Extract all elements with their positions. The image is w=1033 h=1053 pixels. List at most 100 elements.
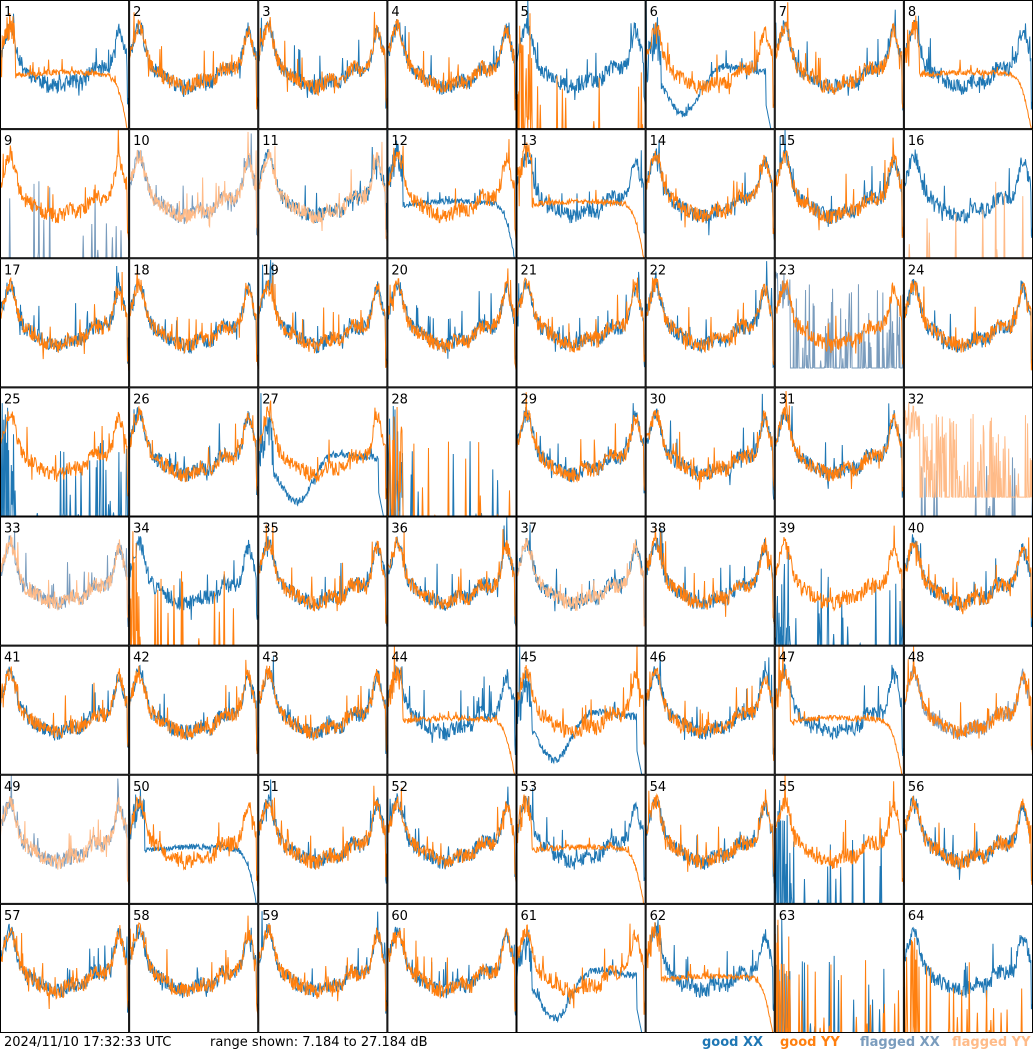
panel-label: 18 bbox=[133, 263, 150, 278]
panel-21: 21 bbox=[516, 258, 646, 388]
panel-border bbox=[516, 258, 646, 388]
panel-border bbox=[0, 774, 130, 904]
panel-border bbox=[516, 645, 646, 775]
panel-label: 11 bbox=[262, 134, 279, 149]
panel-label: 20 bbox=[391, 263, 408, 278]
panel-label: 29 bbox=[521, 392, 538, 407]
panel-10: 10 bbox=[129, 129, 259, 259]
panel-label: 17 bbox=[4, 263, 21, 278]
series-29-yy-good bbox=[516, 392, 646, 491]
panel-border bbox=[0, 903, 130, 1033]
panel-42: 42 bbox=[129, 645, 259, 775]
panel-border bbox=[129, 258, 259, 388]
panel-border bbox=[774, 903, 904, 1033]
series-30-xx-good bbox=[645, 393, 775, 500]
panel-61: 61 bbox=[516, 903, 646, 1033]
series-53-yy-good bbox=[516, 794, 646, 904]
panel-label: 12 bbox=[391, 134, 408, 149]
series-32-yy-flagged bbox=[903, 401, 1033, 499]
panel-22: 22 bbox=[645, 258, 775, 388]
panel-border bbox=[258, 645, 388, 775]
panel-border bbox=[774, 0, 904, 130]
series-37-xx-good bbox=[516, 524, 646, 625]
panel-35: 35 bbox=[258, 516, 388, 646]
panel-border bbox=[0, 516, 130, 646]
series-64-xx-good bbox=[903, 926, 1033, 1010]
panel-label: 16 bbox=[908, 134, 925, 149]
series-3-yy-good bbox=[258, 11, 388, 110]
panel-label: 2 bbox=[133, 5, 141, 20]
series-46-yy-good bbox=[645, 667, 775, 761]
panel-border bbox=[645, 258, 775, 388]
series-12-xx-good bbox=[387, 129, 517, 259]
series-1-yy-good bbox=[0, 13, 130, 130]
series-9-yy-good bbox=[0, 129, 130, 241]
panel-46: 46 bbox=[645, 645, 775, 775]
panel-4: 4 bbox=[387, 0, 517, 130]
panel-label: 26 bbox=[133, 392, 150, 407]
series-53-xx-good bbox=[516, 788, 646, 882]
series-41-yy-good bbox=[0, 666, 130, 748]
panel-border bbox=[774, 774, 904, 904]
panel-border bbox=[774, 645, 904, 775]
panel-37: 37 bbox=[516, 516, 646, 646]
panel-label: 47 bbox=[779, 651, 796, 666]
series-23-yy-good bbox=[774, 278, 904, 365]
series-43-xx-good bbox=[258, 656, 388, 758]
panel-33: 33 bbox=[0, 516, 130, 646]
panel-border bbox=[516, 903, 646, 1033]
panel-label: 33 bbox=[4, 522, 21, 537]
series-23-xx-flagged bbox=[774, 271, 904, 369]
panel-58: 58 bbox=[129, 903, 259, 1033]
series-48-yy-good bbox=[903, 646, 1033, 756]
series-17-yy-good bbox=[0, 271, 130, 371]
panel-label: 48 bbox=[908, 651, 925, 666]
panel-label: 61 bbox=[521, 909, 538, 924]
panel-border bbox=[774, 129, 904, 259]
series-43-yy-good bbox=[258, 665, 388, 757]
series-26-yy-good bbox=[129, 406, 259, 496]
series-39-yy-good bbox=[774, 525, 904, 629]
series-34-xx-good bbox=[129, 536, 259, 620]
panel-30: 30 bbox=[645, 387, 775, 517]
panel-11: 11 bbox=[258, 129, 388, 259]
series-47-yy-good bbox=[774, 645, 904, 775]
panel-label: 44 bbox=[391, 651, 408, 666]
panel-28: 28 bbox=[387, 387, 517, 517]
panel-label: 45 bbox=[521, 651, 538, 666]
panel-border bbox=[774, 258, 904, 388]
panel-label: 14 bbox=[650, 134, 667, 149]
panel-label: 21 bbox=[521, 263, 538, 278]
panel-border bbox=[387, 645, 517, 775]
panel-border bbox=[258, 516, 388, 646]
panel-24: 24 bbox=[903, 258, 1033, 388]
panel-border bbox=[516, 129, 646, 259]
panel-border bbox=[258, 129, 388, 259]
series-2-yy-good bbox=[129, 12, 259, 110]
panel-label: 13 bbox=[521, 134, 538, 149]
series-58-yy-good bbox=[129, 915, 259, 1025]
panel-20: 20 bbox=[387, 258, 517, 388]
panel-label: 36 bbox=[391, 522, 408, 537]
panel-label: 58 bbox=[133, 909, 150, 924]
series-27-yy-good bbox=[258, 400, 388, 500]
series-61-yy-good bbox=[516, 923, 646, 1015]
series-34-yy-good bbox=[129, 531, 259, 646]
legend-flagged-yy: flagged YY bbox=[952, 1035, 1031, 1050]
panel-border bbox=[516, 774, 646, 904]
panel-5: 5 bbox=[516, 0, 646, 130]
series-44-yy-good bbox=[387, 645, 517, 775]
panel-17: 17 bbox=[0, 258, 130, 388]
panel-border bbox=[258, 387, 388, 517]
panel-45: 45 bbox=[516, 645, 646, 775]
panel-48: 48 bbox=[903, 645, 1033, 775]
series-24-xx-good bbox=[903, 278, 1033, 370]
series-35-xx-good bbox=[258, 536, 388, 627]
series-10-yy-flagged bbox=[129, 131, 259, 237]
panel-label: 64 bbox=[908, 909, 925, 924]
series-38-yy-good bbox=[645, 527, 775, 625]
panel-border bbox=[645, 645, 775, 775]
series-54-yy-good bbox=[645, 789, 775, 878]
range-readout: range shown: 7.184 to 27.184 dB bbox=[210, 1035, 428, 1050]
series-1-xx-good bbox=[0, 13, 130, 108]
